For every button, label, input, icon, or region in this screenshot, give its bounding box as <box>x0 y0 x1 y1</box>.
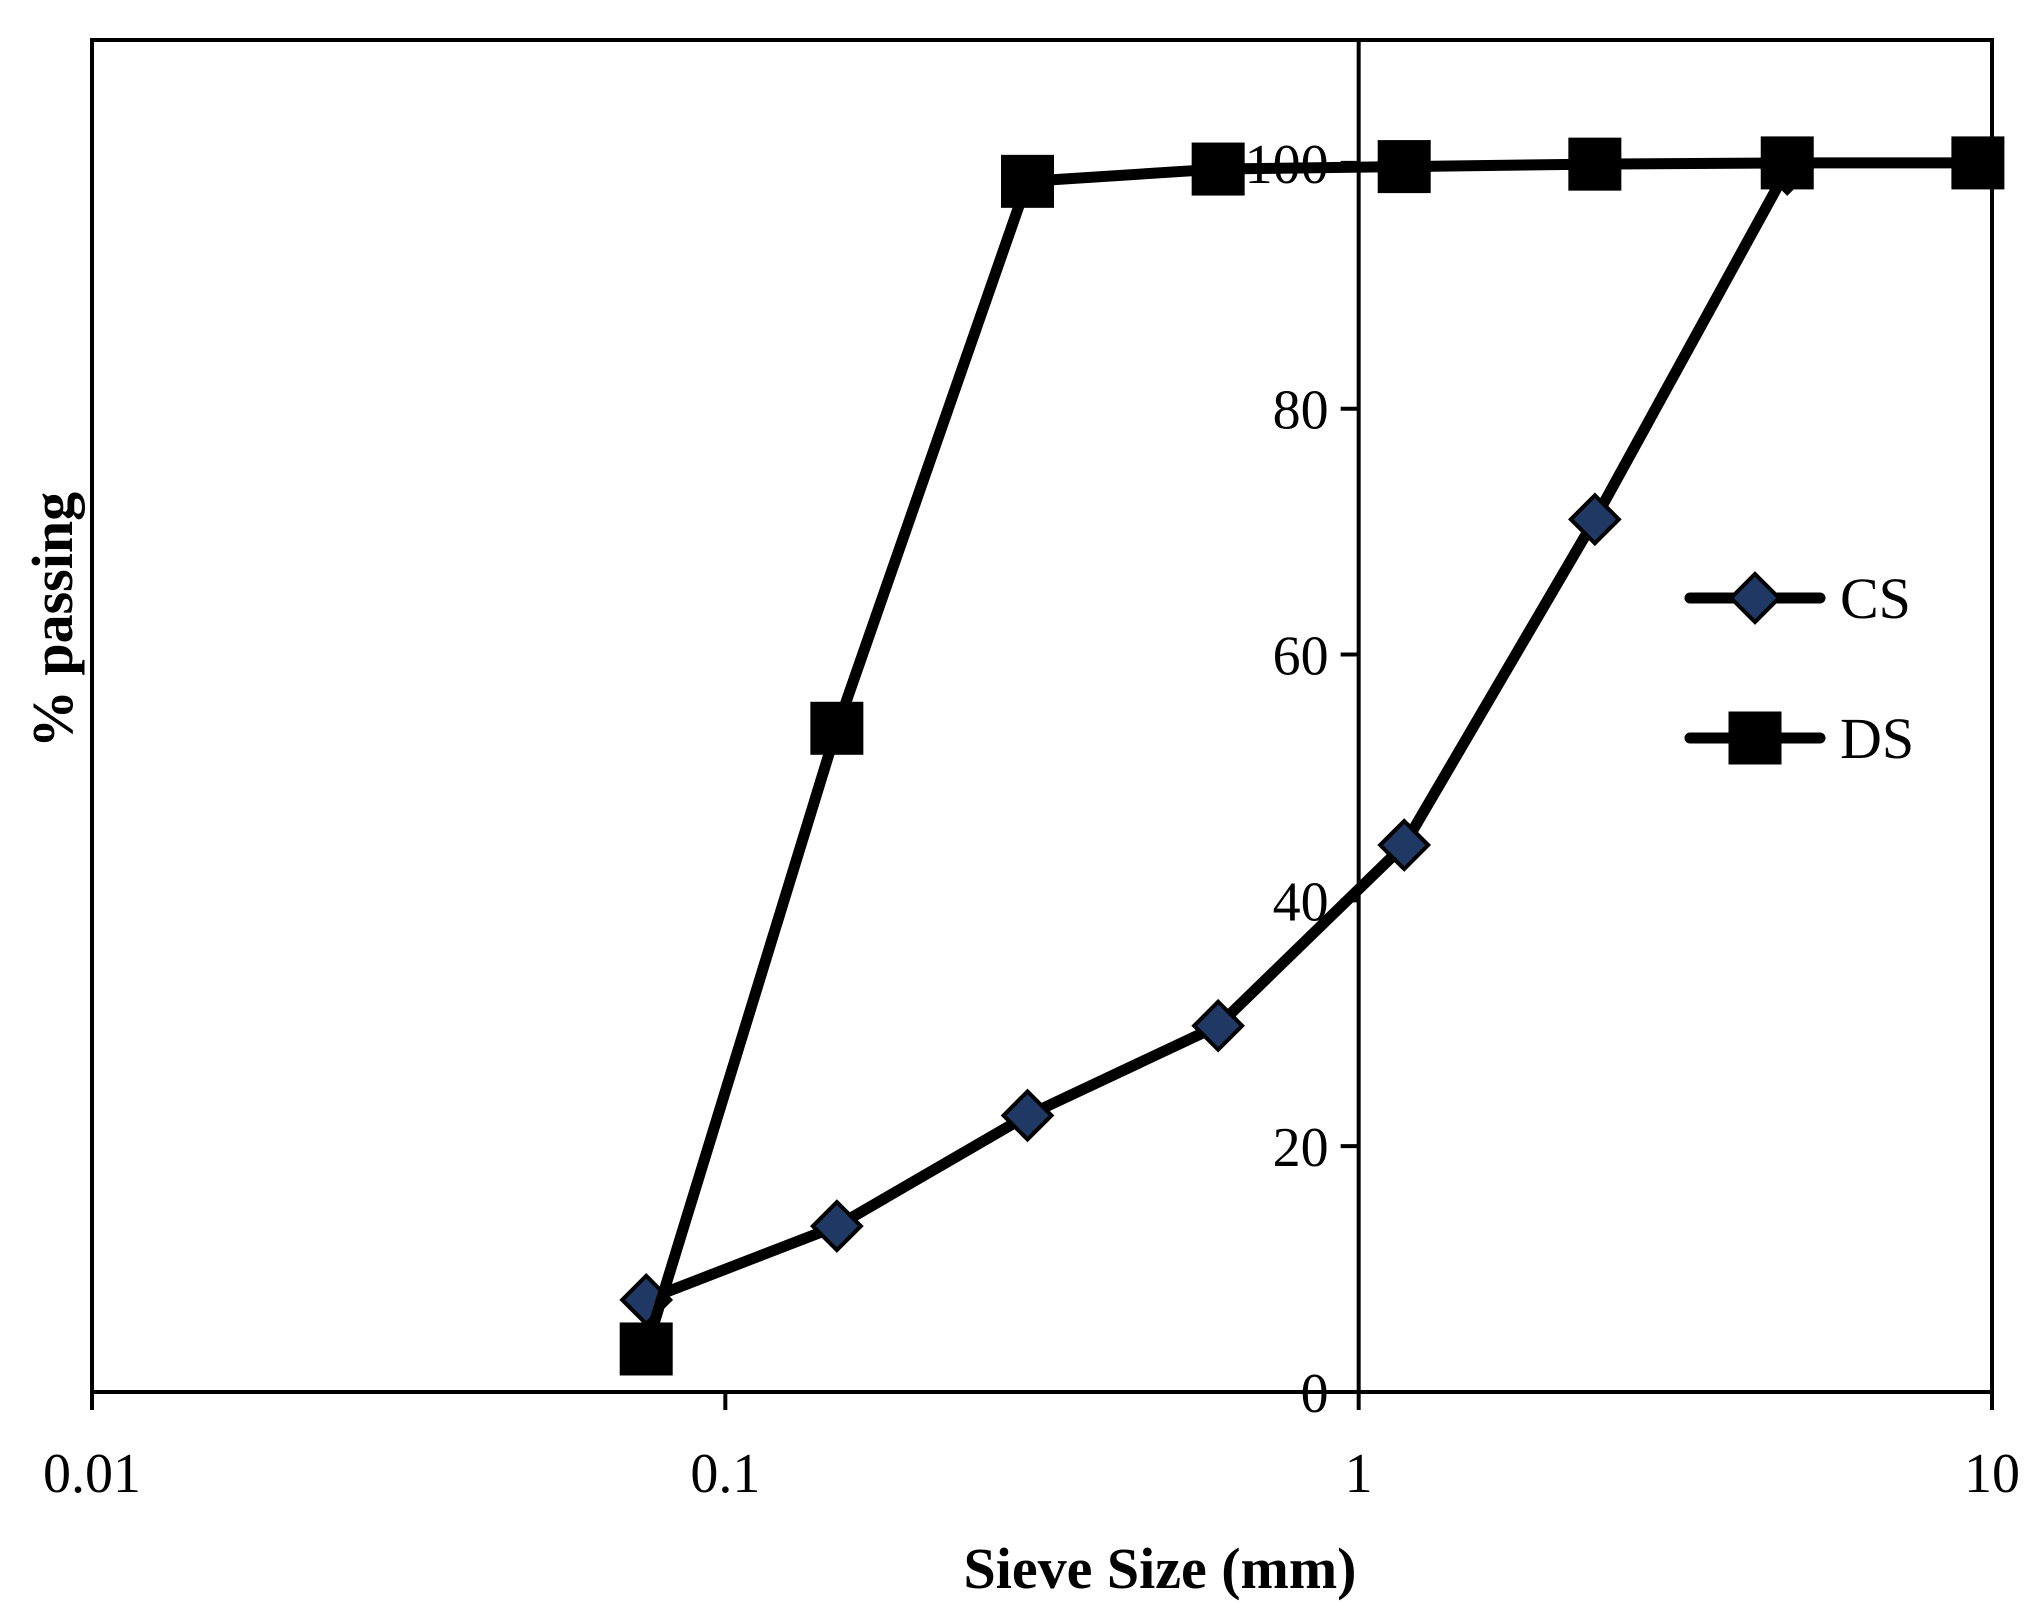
plot-area-border <box>90 38 1994 1394</box>
data-point-cs <box>1000 1088 1055 1143</box>
series-layer <box>619 136 2005 1376</box>
data-point-ds <box>1377 140 1431 194</box>
y-axis-title: % passing <box>20 492 85 748</box>
x-tick-label: 10 <box>1964 1443 2020 1505</box>
data-point-cs <box>1191 998 1245 1053</box>
y-tick-label: 0 <box>1301 1363 1329 1425</box>
y-tick-label: 20 <box>1273 1117 1329 1179</box>
y-tick-label: 60 <box>1273 626 1329 688</box>
data-point-cs <box>1568 492 1622 547</box>
data-point-ds <box>1001 154 1055 208</box>
x-tick-label: 1 <box>1345 1443 1373 1505</box>
data-point-ds <box>1191 142 1245 196</box>
data-point-ds <box>1760 136 1814 190</box>
data-point-ds <box>1951 136 2005 190</box>
data-point-ds <box>619 1322 673 1376</box>
series-cs <box>619 142 1815 1327</box>
legend: CS DS <box>1684 566 1914 771</box>
data-point-cs <box>810 1199 864 1253</box>
legend-item-ds: DS <box>1684 706 1914 771</box>
x-axis-title: Sieve Size (mm) <box>964 1536 1357 1601</box>
data-point-cs <box>1377 818 1432 872</box>
x-tick-label: 0.1 <box>690 1443 760 1505</box>
data-point-ds <box>1568 137 1622 191</box>
series-line-ds <box>640 157 1984 1355</box>
x-tick-label: 0.01 <box>43 1443 141 1505</box>
legend-marker-ds <box>1728 711 1782 765</box>
series-ds <box>619 136 2005 1376</box>
legend-label-cs: CS <box>1840 566 1911 631</box>
legend-item-cs: CS <box>1684 566 1911 631</box>
legend-marker-cs <box>1728 571 1782 625</box>
y-tick-label: 80 <box>1273 380 1329 442</box>
data-point-ds <box>810 701 864 755</box>
legend-label-ds: DS <box>1840 706 1914 771</box>
x-axis-ticks: 0.01 0.1 1 10 <box>43 1392 2020 1505</box>
